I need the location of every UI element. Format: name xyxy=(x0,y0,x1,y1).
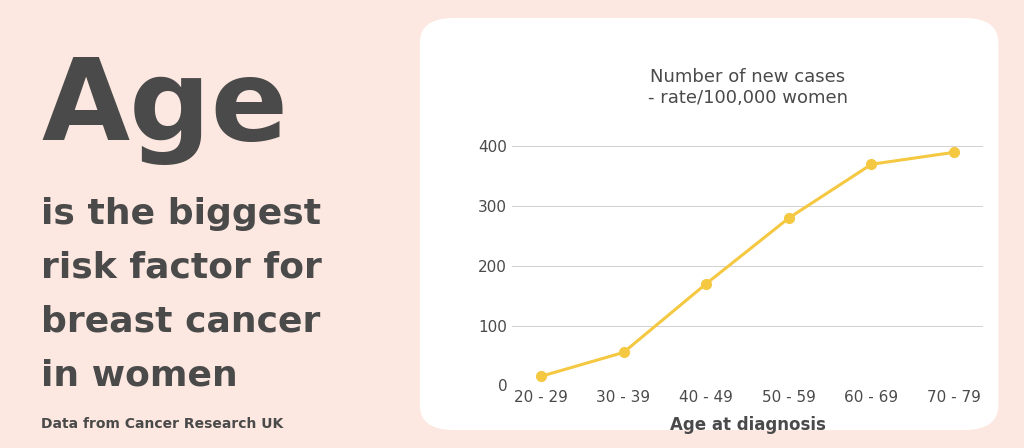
Text: in women: in women xyxy=(41,358,238,392)
Text: breast cancer: breast cancer xyxy=(41,305,321,339)
Text: risk factor for: risk factor for xyxy=(41,251,322,285)
Text: Age: Age xyxy=(41,54,288,165)
Title: Number of new cases
- rate/100,000 women: Number of new cases - rate/100,000 women xyxy=(647,68,848,107)
FancyBboxPatch shape xyxy=(420,18,998,430)
Text: is the biggest: is the biggest xyxy=(41,197,322,231)
Text: Data from Cancer Research UK: Data from Cancer Research UK xyxy=(41,417,284,431)
X-axis label: Age at diagnosis: Age at diagnosis xyxy=(670,416,825,434)
